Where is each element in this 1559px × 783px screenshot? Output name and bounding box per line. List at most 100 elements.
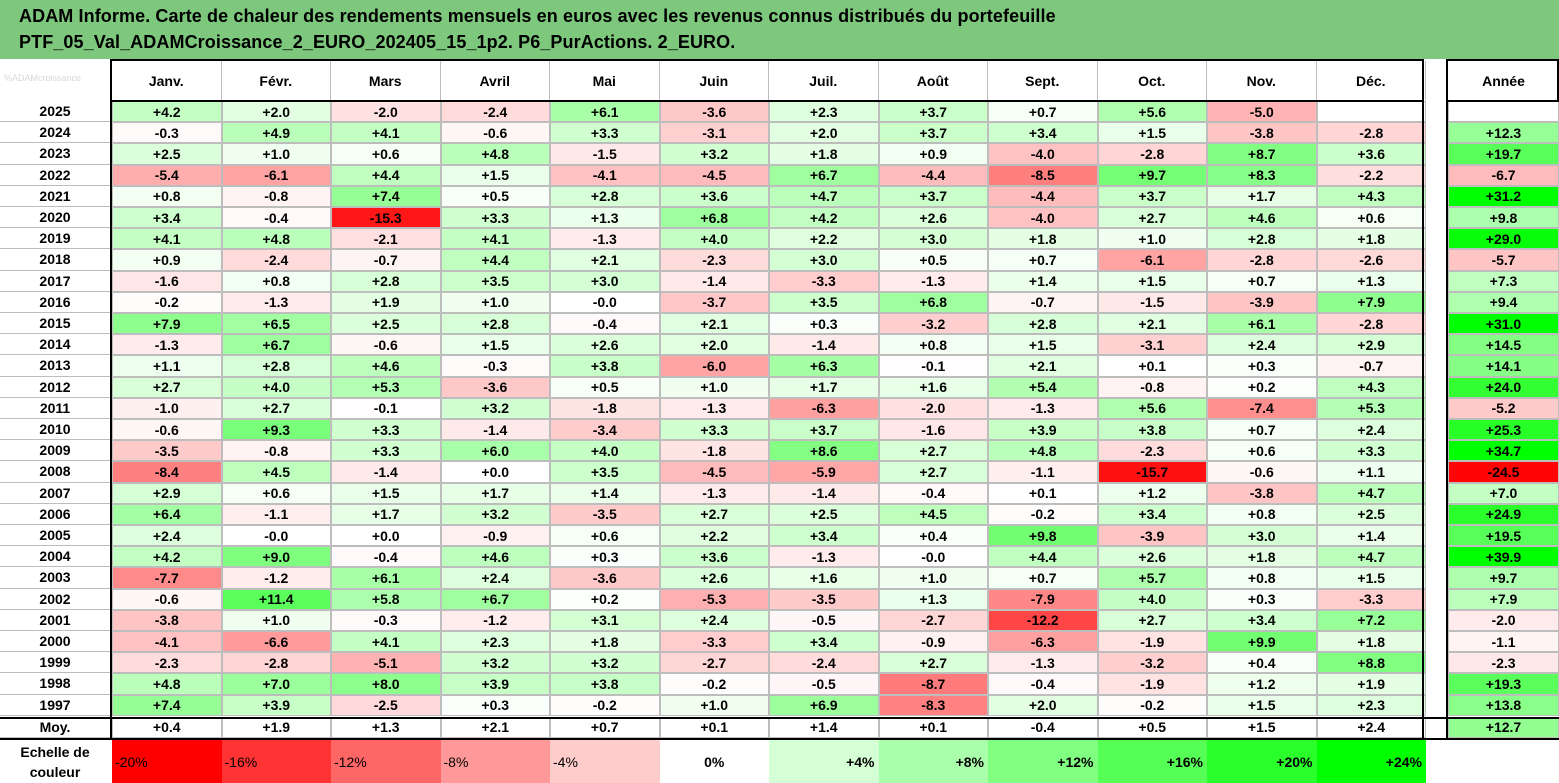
month-return-cell: +1.8 (1316, 631, 1426, 653)
month-return-cell: +1.3 (550, 207, 660, 229)
year-label-2000: 2000 (0, 631, 110, 653)
annual-return-cell: -24.5 (1448, 461, 1559, 483)
month-return-cell: +2.4 (659, 609, 769, 631)
annual-return-cell: +24.9 (1448, 503, 1559, 525)
month-return-cell: -3.5 (112, 440, 222, 462)
annual-return-cell: +19.7 (1448, 143, 1559, 165)
month-return-cell: +3.2 (550, 652, 660, 674)
month-return-cell: +5.6 (1097, 397, 1207, 419)
month-return-cell: -3.2 (1097, 652, 1207, 674)
month-return-cell: -1.2 (221, 567, 331, 589)
month-header-11: Nov. (1207, 61, 1317, 100)
color-scale-swatch: +8% (878, 740, 988, 783)
year-label-2019: 2019 (0, 228, 110, 250)
month-return-cell: -0.7 (988, 291, 1098, 313)
month-return-cell: +11.4 (221, 588, 331, 610)
average-cell: +1.4 (769, 716, 879, 738)
month-return-cell: +1.9 (1316, 673, 1426, 695)
month-return-cell: +4.5 (221, 461, 331, 483)
annual-return-cell: +29.0 (1448, 228, 1559, 250)
month-return-cell: -0.6 (112, 588, 222, 610)
month-return-cell: -0.6 (331, 334, 441, 356)
month-return-cell: -1.4 (769, 334, 879, 356)
month-return-cell: -1.3 (659, 482, 769, 504)
month-return-cell: +6.4 (112, 503, 222, 525)
month-return-cell: +6.1 (331, 567, 441, 589)
month-return-cell: -5.9 (769, 461, 879, 483)
month-return-cell: +0.4 (1207, 652, 1317, 674)
month-return-cell: +3.6 (659, 546, 769, 568)
month-return-cell: -0.4 (331, 546, 441, 568)
month-return-cell: -3.5 (769, 588, 879, 610)
month-return-cell: +2.2 (769, 228, 879, 250)
annual-return-cell: +31.2 (1448, 185, 1559, 207)
month-return-cell: -4.0 (988, 207, 1098, 229)
color-scale-swatch: +16% (1097, 740, 1207, 783)
year-label-2009: 2009 (0, 440, 110, 462)
year-label-2011: 2011 (0, 398, 110, 419)
month-return-cell: -2.4 (769, 652, 879, 674)
month-return-cell: -4.5 (659, 461, 769, 483)
month-return-cell: -1.3 (659, 397, 769, 419)
month-return-cell: +9.9 (1207, 631, 1317, 653)
month-return-cell: -0.0 (221, 525, 331, 547)
month-return-cell: +7.9 (1316, 291, 1426, 313)
month-return-cell: -15.7 (1097, 461, 1207, 483)
month-return-cell: -7.9 (988, 588, 1098, 610)
month-return-cell: -1.3 (550, 228, 660, 250)
month-return-cell: +4.6 (440, 546, 550, 568)
month-return-cell: -1.8 (550, 397, 660, 419)
year-label-1999: 1999 (0, 652, 110, 674)
month-return-cell: -2.7 (659, 652, 769, 674)
month-return-cell: +4.8 (221, 228, 331, 250)
month-return-cell: -0.9 (440, 525, 550, 547)
month-return-cell: +3.7 (878, 122, 988, 144)
year-label-2015: 2015 (0, 313, 110, 335)
year-label-2012: 2012 (0, 377, 110, 398)
color-scale-swatch: -12% (331, 740, 441, 783)
month-return-cell: +3.8 (550, 673, 660, 695)
month-return-cell: +9.7 (1097, 164, 1207, 186)
month-return-cell: -2.5 (331, 694, 441, 716)
month-return-cell: +8.3 (1207, 164, 1317, 186)
month-header-5: Mai (550, 61, 660, 100)
month-return-cell: +0.8 (112, 185, 222, 207)
average-row-top-border (0, 717, 1559, 719)
year-label-2004: 2004 (0, 546, 110, 568)
month-return-cell: -8.5 (988, 164, 1098, 186)
month-return-cell: +3.4 (1207, 609, 1317, 631)
month-return-cell: +4.3 (1316, 185, 1426, 207)
month-return-cell: -7.4 (1207, 397, 1317, 419)
report-title-line-2: PTF_05_Val_ADAMCroissance_2_EURO_202405_… (19, 32, 736, 52)
month-return-cell: +2.8 (221, 355, 331, 377)
month-return-cell: +0.3 (550, 546, 660, 568)
month-return-cell: -3.2 (878, 313, 988, 335)
month-return-cell: +4.1 (331, 631, 441, 653)
month-return-cell: -1.1 (988, 461, 1098, 483)
average-cell: -0.4 (988, 716, 1098, 738)
month-return-cell: -1.3 (988, 397, 1098, 419)
month-return-cell: -6.3 (988, 631, 1098, 653)
month-return-cell: +0.9 (878, 143, 988, 165)
month-return-cell: +3.2 (440, 397, 550, 419)
color-scale-swatch: +24% (1316, 740, 1426, 783)
month-return-cell: +3.6 (1316, 143, 1426, 165)
month-return-cell: -5.0 (1207, 101, 1317, 123)
average-annual-cell: +12.7 (1448, 716, 1559, 738)
month-return-cell: +3.8 (550, 355, 660, 377)
month-return-cell: -2.0 (878, 397, 988, 419)
month-return-cell: +0.6 (550, 525, 660, 547)
month-return-cell: +2.3 (1316, 694, 1426, 716)
month-return-cell: -0.0 (878, 546, 988, 568)
month-return-cell: +4.2 (112, 101, 222, 123)
month-header-7: Juil. (769, 61, 879, 100)
year-label-2002: 2002 (0, 589, 110, 610)
month-return-cell: +4.1 (112, 228, 222, 250)
month-return-cell: -0.0 (550, 291, 660, 313)
month-return-cell: -4.0 (988, 143, 1098, 165)
month-return-cell: +1.3 (1316, 270, 1426, 292)
month-return-cell: +1.5 (988, 334, 1098, 356)
month-return-cell: +4.4 (988, 546, 1098, 568)
month-return-cell: +6.0 (440, 440, 550, 462)
month-return-cell: +3.2 (440, 503, 550, 525)
